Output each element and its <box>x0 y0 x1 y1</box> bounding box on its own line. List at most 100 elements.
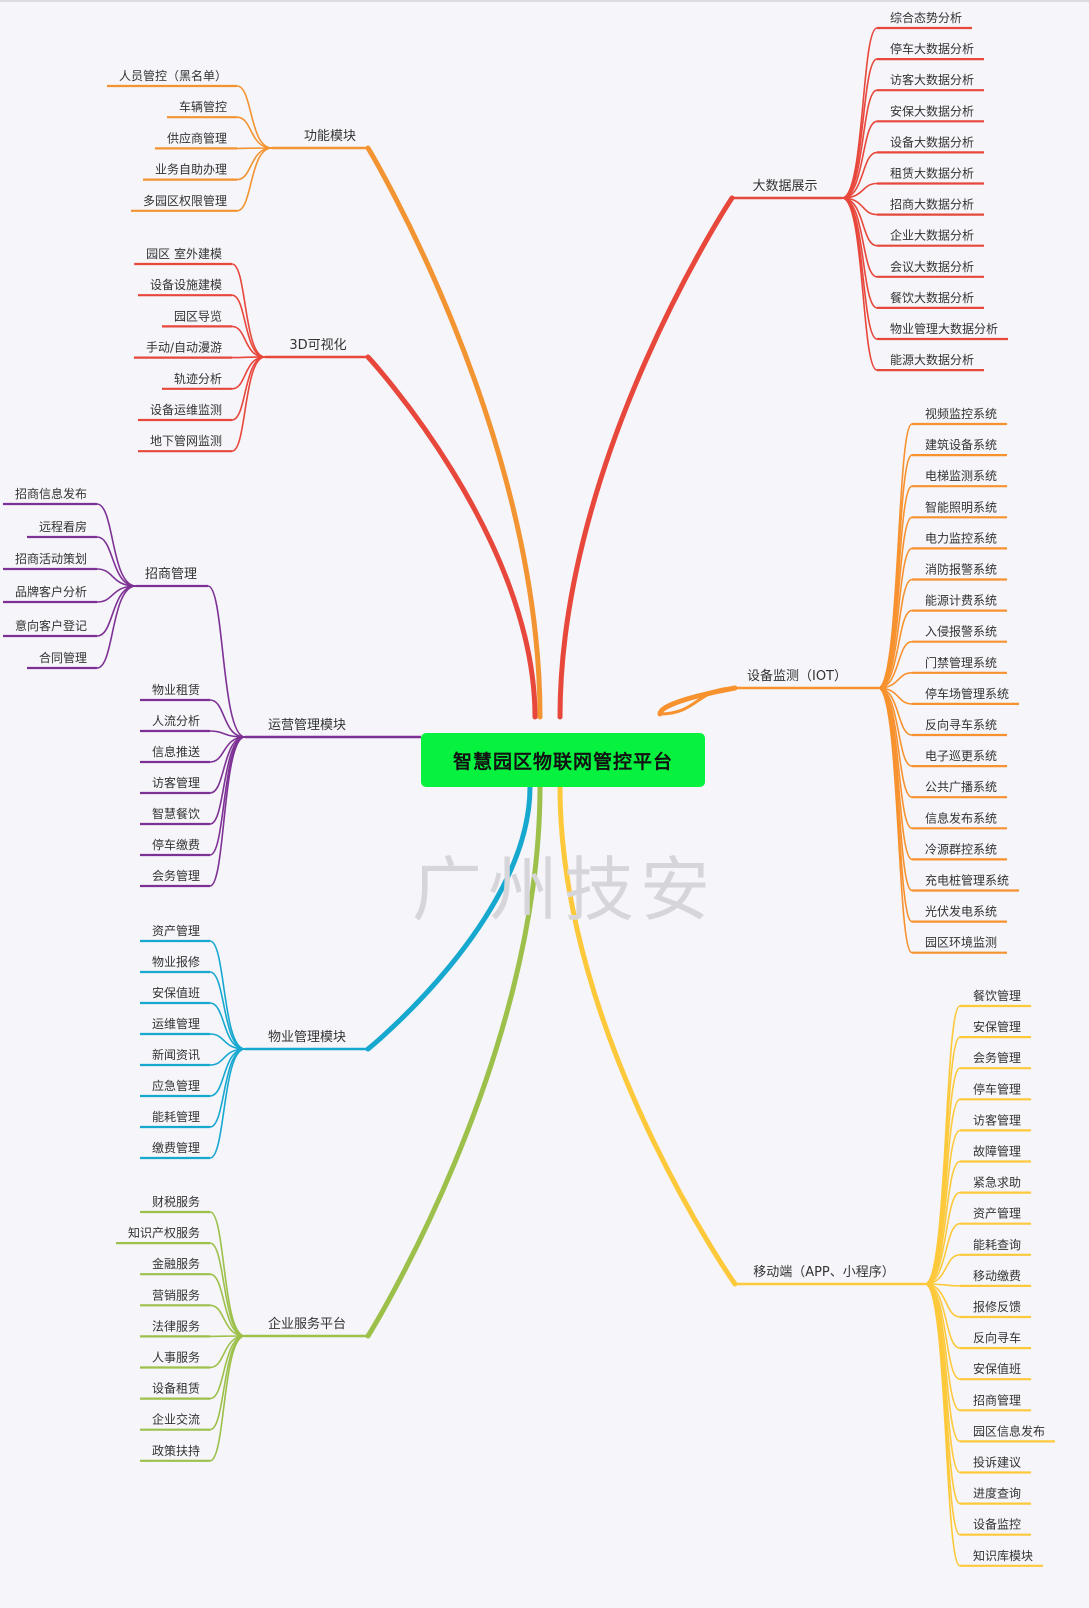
branch-node[interactable]: 物业管理模块 <box>268 1030 346 1045</box>
leaf-node[interactable]: 能耗查询 <box>960 1238 1031 1255</box>
leaf-node[interactable]: 企业交流 <box>140 1412 210 1430</box>
leaf-node[interactable]: 停车管理 <box>960 1081 1031 1099</box>
leaf-node[interactable]: 设备监控 <box>960 1518 1031 1535</box>
leaf-node[interactable]: 停车缴费 <box>140 837 210 855</box>
leaf-node[interactable]: 企业大数据分析 <box>877 228 984 246</box>
leaf-node[interactable]: 移动缴费 <box>960 1268 1031 1286</box>
leaf-node[interactable]: 故障管理 <box>960 1144 1031 1162</box>
branch-node[interactable]: 功能模块 <box>304 129 356 144</box>
leaf-node[interactable]: 招商信息发布 <box>3 486 97 504</box>
leaf-node[interactable]: 设备大数据分析 <box>877 134 984 152</box>
leaf-node[interactable]: 财税服务 <box>140 1194 210 1212</box>
leaf-node[interactable]: 手动/自动漫游 <box>134 341 232 358</box>
leaf-node[interactable]: 园区环境监测 <box>912 935 1007 953</box>
leaf-node[interactable]: 智能照明系统 <box>912 499 1007 517</box>
branch-node[interactable]: 设备监测（IOT） <box>747 668 847 684</box>
leaf-node[interactable]: 设备设施建模 <box>138 278 232 295</box>
leaf-node[interactable]: 人事服务 <box>140 1350 210 1368</box>
leaf-node[interactable]: 餐饮大数据分析 <box>877 290 984 308</box>
leaf-node[interactable]: 能耗管理 <box>140 1109 210 1127</box>
leaf-node[interactable]: 投诉建议 <box>960 1455 1031 1473</box>
leaf-node[interactable]: 反向寻车系统 <box>912 717 1007 735</box>
leaf-node[interactable]: 电子巡更系统 <box>912 749 1007 766</box>
leaf-node[interactable]: 能源计费系统 <box>912 594 1007 611</box>
leaf-node[interactable]: 停车场管理系统 <box>912 686 1019 704</box>
leaf-node[interactable]: 停车大数据分析 <box>877 41 984 59</box>
leaf-node[interactable]: 合同管理 <box>27 650 97 668</box>
branch-node[interactable]: 运营管理模块 <box>268 718 346 733</box>
leaf-node[interactable]: 新闻资讯 <box>140 1047 210 1065</box>
leaf-node[interactable]: 安保值班 <box>960 1361 1031 1379</box>
leaf-node[interactable]: 信息推送 <box>140 744 210 762</box>
leaf-node[interactable]: 进度查询 <box>960 1486 1031 1504</box>
root-node[interactable]: 智慧园区物联网管控平台 <box>421 733 705 787</box>
leaf-node[interactable]: 视频监控系统 <box>912 406 1007 424</box>
branch-node[interactable]: 3D可视化 <box>289 338 346 353</box>
leaf-node[interactable]: 多园区权限管理 <box>131 193 237 211</box>
leaf-node[interactable]: 会务管理 <box>960 1050 1031 1068</box>
leaf-node[interactable]: 资产管理 <box>140 923 210 941</box>
leaf-node[interactable]: 反向寻车 <box>960 1330 1031 1348</box>
leaf-node[interactable]: 建筑设备系统 <box>912 437 1007 455</box>
leaf-node[interactable]: 会议大数据分析 <box>877 259 984 277</box>
leaf-node[interactable]: 电梯监测系统 <box>912 469 1007 486</box>
leaf-node[interactable]: 轨迹分析 <box>162 372 232 389</box>
leaf-node[interactable]: 门禁管理系统 <box>912 655 1007 673</box>
leaf-node[interactable]: 知识库模块 <box>960 1548 1043 1566</box>
leaf-node[interactable]: 安保管理 <box>960 1019 1031 1037</box>
leaf-node[interactable]: 消防报警系统 <box>912 562 1007 580</box>
leaf-node[interactable]: 设备运维监测 <box>138 403 232 420</box>
leaf-node[interactable]: 访客管理 <box>140 775 210 793</box>
leaf-node[interactable]: 招商活动策划 <box>3 551 97 569</box>
leaf-node[interactable]: 物业报修 <box>140 954 210 972</box>
leaf-node[interactable]: 冷源群控系统 <box>912 842 1007 859</box>
leaf-node[interactable]: 人流分析 <box>140 714 210 731</box>
leaf-node[interactable]: 招商大数据分析 <box>877 197 984 215</box>
leaf-node[interactable]: 人员管控（黑名单） <box>107 68 237 86</box>
leaf-node[interactable]: 访客管理 <box>960 1112 1031 1130</box>
leaf-node[interactable]: 报修反馈 <box>960 1299 1031 1317</box>
leaf-node[interactable]: 入侵报警系统 <box>912 624 1007 642</box>
leaf-node[interactable]: 安保大数据分析 <box>877 103 984 121</box>
sub-branch-node[interactable]: 招商管理 <box>145 567 197 582</box>
leaf-node[interactable]: 地下管网监测 <box>138 433 232 451</box>
leaf-node[interactable]: 招商管理 <box>960 1392 1031 1410</box>
leaf-node[interactable]: 餐饮管理 <box>960 988 1031 1006</box>
leaf-node[interactable]: 访客大数据分析 <box>877 72 984 90</box>
leaf-node[interactable]: 设备租赁 <box>140 1382 210 1399</box>
leaf-node[interactable]: 安保值班 <box>140 985 210 1003</box>
leaf-node[interactable]: 充电桩管理系统 <box>912 873 1019 891</box>
leaf-node[interactable]: 园区导览 <box>162 308 232 326</box>
leaf-node[interactable]: 能源大数据分析 <box>877 352 984 370</box>
leaf-node[interactable]: 品牌客户分析 <box>3 584 97 602</box>
leaf-node[interactable]: 智慧餐饮 <box>140 806 210 824</box>
leaf-node[interactable]: 意向客户登记 <box>3 618 97 636</box>
leaf-node[interactable]: 物业管理大数据分析 <box>877 321 1008 339</box>
leaf-node[interactable]: 园区信息发布 <box>960 1423 1055 1441</box>
leaf-node[interactable]: 应急管理 <box>140 1078 210 1096</box>
leaf-node[interactable]: 公共广播系统 <box>912 780 1007 797</box>
branch-node[interactable]: 大数据展示 <box>752 179 817 194</box>
leaf-node[interactable]: 综合态势分析 <box>877 10 972 28</box>
leaf-node[interactable]: 法律服务 <box>140 1318 210 1336</box>
branch-node[interactable]: 移动端（APP、小程序） <box>753 1265 895 1280</box>
leaf-node[interactable]: 会务管理 <box>140 868 210 886</box>
leaf-node[interactable]: 光伏发电系统 <box>912 904 1007 922</box>
leaf-node[interactable]: 运维管理 <box>140 1016 210 1034</box>
leaf-node[interactable]: 电力监控系统 <box>912 531 1007 548</box>
leaf-node[interactable]: 资产管理 <box>960 1206 1031 1224</box>
leaf-node[interactable]: 业务自助办理 <box>143 162 237 180</box>
leaf-node[interactable]: 供应商管理 <box>155 130 237 148</box>
leaf-node[interactable]: 金融服务 <box>140 1256 210 1274</box>
leaf-node[interactable]: 营销服务 <box>140 1287 210 1305</box>
leaf-node[interactable]: 政策扶持 <box>140 1443 210 1461</box>
leaf-node[interactable]: 远程看房 <box>27 519 97 537</box>
branch-node[interactable]: 企业服务平台 <box>268 1316 346 1332</box>
leaf-node[interactable]: 信息发布系统 <box>912 810 1007 828</box>
leaf-node[interactable]: 缴费管理 <box>140 1140 210 1158</box>
leaf-node[interactable]: 物业租赁 <box>140 683 210 700</box>
leaf-node[interactable]: 租赁大数据分析 <box>877 166 984 184</box>
leaf-node[interactable]: 紧急求助 <box>960 1175 1031 1193</box>
leaf-node[interactable]: 园区 室外建模 <box>134 246 232 264</box>
leaf-node[interactable]: 知识产权服务 <box>116 1225 210 1243</box>
